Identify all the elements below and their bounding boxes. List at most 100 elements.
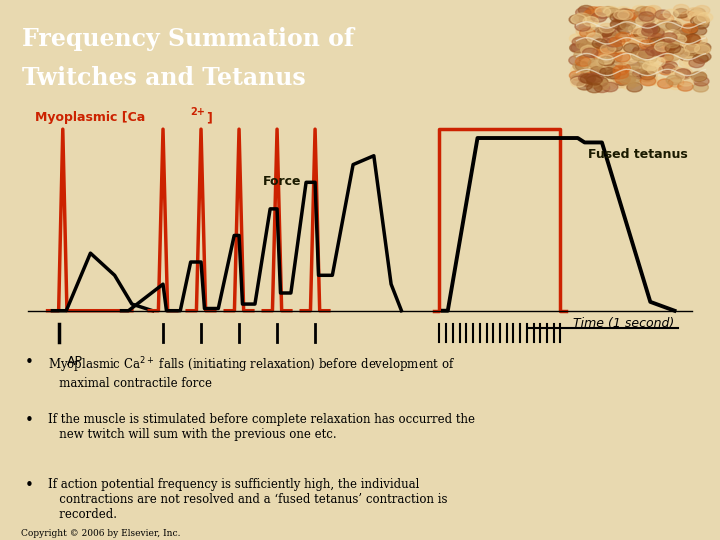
Circle shape [606,37,621,46]
Circle shape [671,35,687,44]
Circle shape [593,47,608,56]
Circle shape [569,56,584,65]
Circle shape [617,24,633,33]
Circle shape [677,15,692,24]
Circle shape [616,32,631,42]
Circle shape [652,28,668,37]
Circle shape [691,71,706,81]
Circle shape [660,46,675,56]
Circle shape [646,46,661,56]
Circle shape [655,15,670,25]
Circle shape [651,30,666,39]
Circle shape [621,73,636,83]
Circle shape [664,40,679,50]
Circle shape [600,44,616,53]
Text: Force: Force [264,174,302,187]
Circle shape [664,65,680,74]
Circle shape [604,7,619,17]
Circle shape [587,36,602,45]
Circle shape [665,38,680,48]
Text: Myoplasmic Ca$^{2+}$ falls (initiating relaxation) before development of
   maxi: Myoplasmic Ca$^{2+}$ falls (initiating r… [48,355,455,390]
Circle shape [688,11,703,21]
Circle shape [629,24,644,34]
Circle shape [642,27,657,36]
Text: ]: ] [207,111,212,124]
Circle shape [646,5,661,15]
Circle shape [616,6,631,16]
Circle shape [598,55,613,64]
Circle shape [583,65,598,75]
Circle shape [673,9,689,18]
Circle shape [594,80,609,90]
Circle shape [603,82,618,92]
Circle shape [634,33,650,43]
Circle shape [580,74,595,84]
Circle shape [639,49,654,59]
Circle shape [685,44,701,53]
Circle shape [640,76,656,86]
Circle shape [663,9,678,19]
Circle shape [644,15,660,25]
Circle shape [628,66,643,76]
Circle shape [678,68,693,78]
Circle shape [632,5,647,15]
Circle shape [600,68,616,77]
Circle shape [641,14,656,23]
Circle shape [602,31,618,40]
Circle shape [689,58,704,68]
Circle shape [589,64,604,73]
Circle shape [596,69,611,79]
Circle shape [665,51,680,60]
Text: AP: AP [67,355,83,368]
Circle shape [684,43,700,52]
Circle shape [693,12,708,22]
Circle shape [613,65,629,75]
Circle shape [642,76,657,85]
Circle shape [660,64,675,73]
Circle shape [638,58,654,67]
Circle shape [572,37,588,46]
Circle shape [647,40,662,49]
Circle shape [658,14,674,23]
Circle shape [570,75,586,84]
Circle shape [571,76,587,85]
Circle shape [685,36,700,45]
Circle shape [583,17,598,26]
Circle shape [570,71,585,80]
Circle shape [632,63,648,72]
Circle shape [570,78,586,87]
Circle shape [620,17,635,26]
Circle shape [579,77,595,86]
Text: If action potential frequency is sufficiently high, the individual
   contractio: If action potential frequency is suffici… [48,478,447,522]
Circle shape [620,13,635,23]
Circle shape [694,15,709,24]
Circle shape [595,27,610,37]
Circle shape [584,74,600,84]
Circle shape [674,29,689,39]
Circle shape [586,7,601,16]
Circle shape [580,28,595,38]
Circle shape [607,42,623,52]
Circle shape [690,8,706,17]
Circle shape [616,48,631,57]
Circle shape [575,36,590,45]
Circle shape [610,37,625,46]
Circle shape [634,29,649,38]
Circle shape [589,79,604,89]
Circle shape [611,21,626,30]
Text: •: • [24,478,34,494]
Circle shape [649,57,665,66]
Circle shape [624,43,639,53]
Circle shape [694,5,710,15]
Circle shape [672,30,688,39]
Circle shape [595,38,611,47]
Circle shape [662,55,678,64]
Circle shape [613,56,629,65]
Circle shape [613,10,629,19]
Circle shape [595,7,611,16]
Circle shape [595,9,611,18]
Circle shape [694,17,709,26]
Circle shape [620,21,636,30]
Circle shape [669,72,685,82]
Circle shape [678,82,693,91]
